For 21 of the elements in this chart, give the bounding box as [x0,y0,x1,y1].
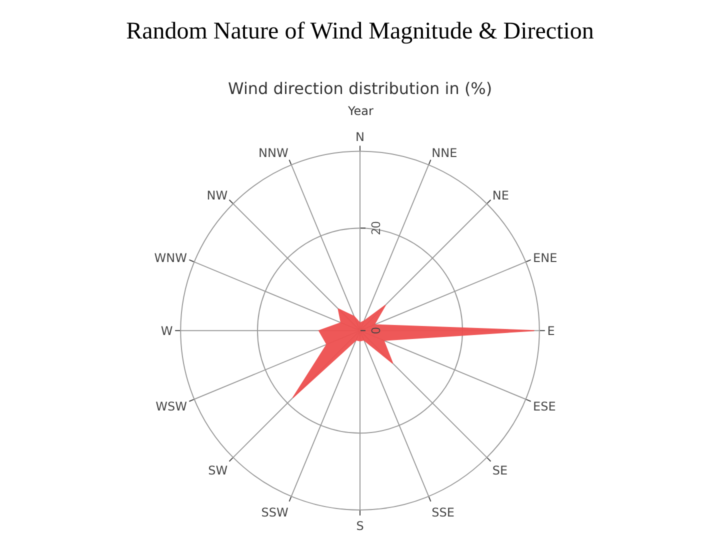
spoke-label: WSW [156,400,188,414]
y-tick-label: 20 [366,221,384,235]
spoke-label: W [160,324,173,338]
spoke-label: ENE [533,250,558,265]
spoke-label: E [547,324,555,338]
spoke-label: N [356,130,364,144]
spoke-label: NE [492,188,510,202]
spoke-label: ESE [533,400,556,414]
spoke-label: NW [206,188,228,202]
y-tick-label: 0 [366,327,384,334]
spoke-label: SW [208,463,228,478]
spoke-label: NNW [258,146,288,160]
spoke-label: WNW [154,250,188,265]
spoke-label: NNE [432,146,458,160]
spoke-label: SSE [432,505,455,520]
spoke-label: SE [492,463,508,478]
spoke-label: SSW [261,505,288,520]
spoke-label: S [356,518,364,533]
chart-subtitle: Wind direction distribution in (%) [228,79,492,98]
text: Year [347,104,374,118]
chart-title: Random Nature of Wind Magnitude & Direction [126,18,594,44]
